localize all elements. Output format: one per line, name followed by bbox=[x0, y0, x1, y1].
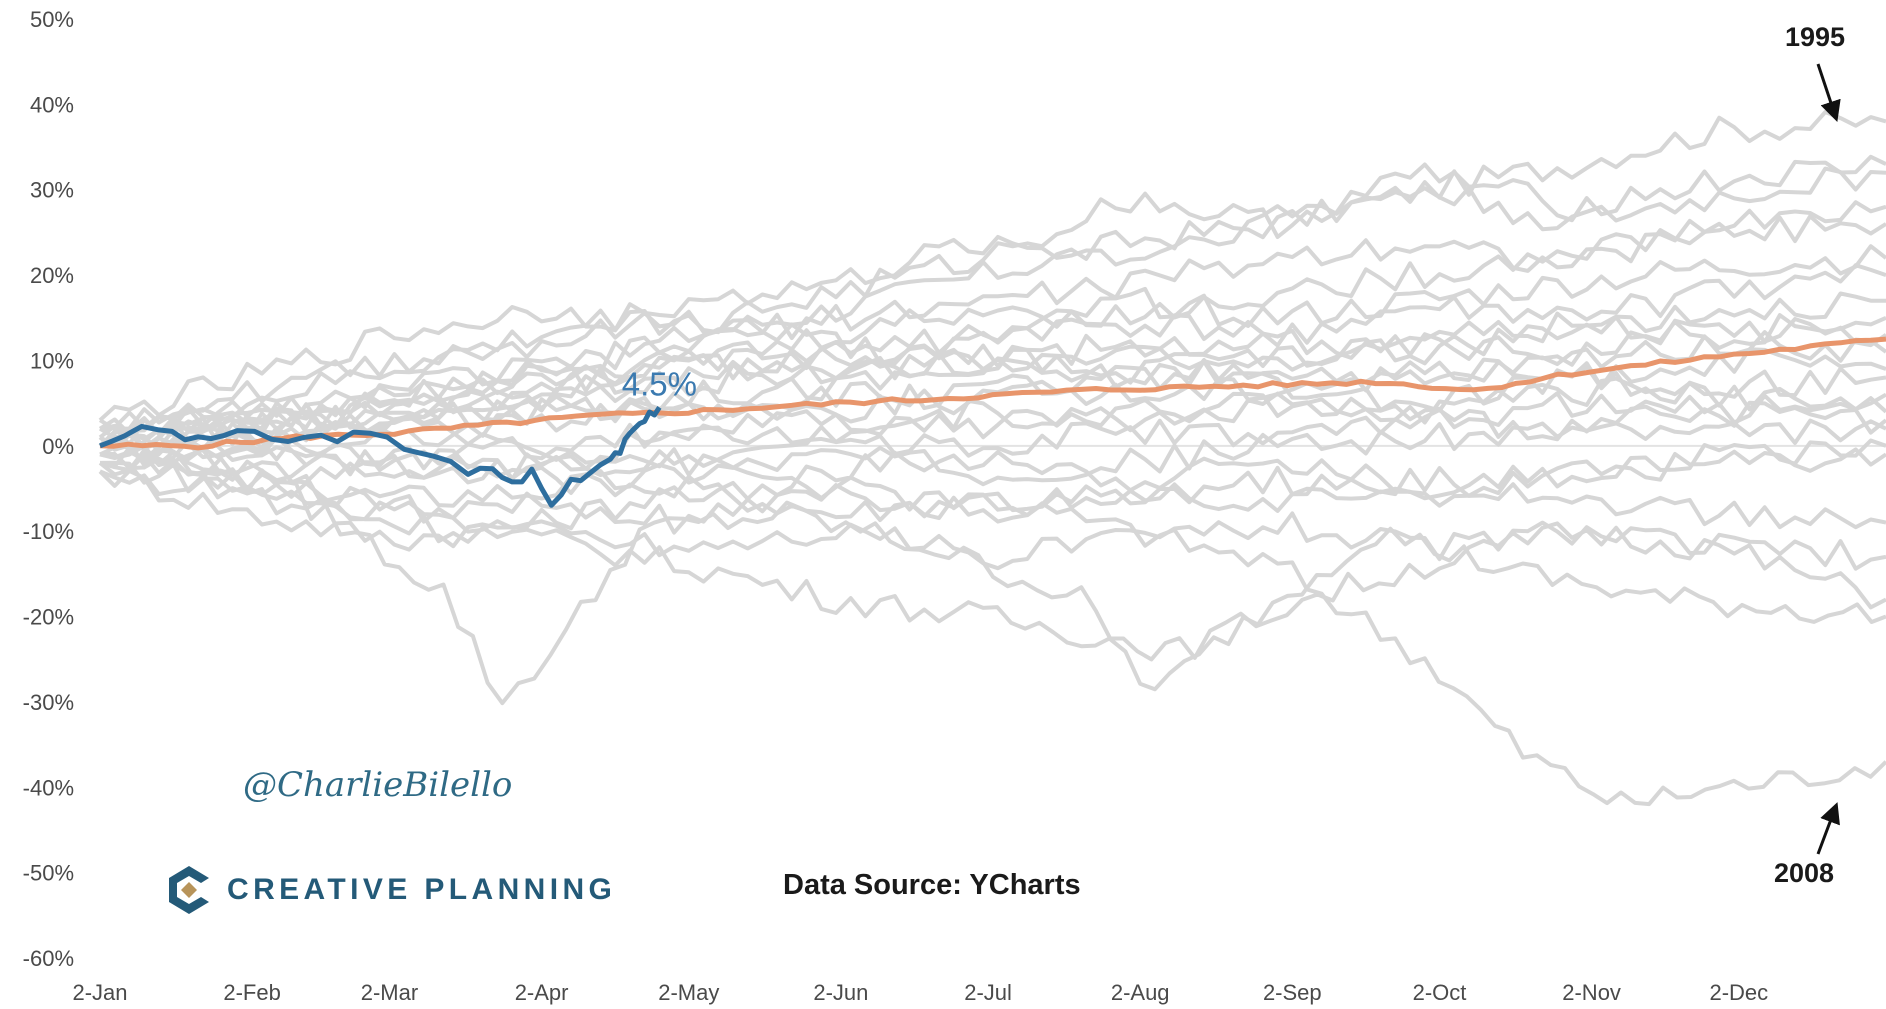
annotation-2008: 2008 bbox=[1774, 858, 1834, 888]
history-line bbox=[98, 263, 1886, 452]
y-tick-label: 40% bbox=[30, 92, 74, 117]
average-line bbox=[99, 336, 1886, 451]
history-line bbox=[98, 330, 1886, 454]
y-tick-label: -30% bbox=[23, 690, 74, 715]
history-line bbox=[99, 391, 1886, 485]
x-tick-label: 2-Oct bbox=[1413, 980, 1467, 1005]
history-line bbox=[99, 200, 1886, 462]
x-tick-label: 2-Mar bbox=[361, 980, 418, 1005]
y-axis-ticks: 50% 40% 30% 20% 10% 0% -10% -20% -30% -40% -50% -60… bbox=[23, 7, 74, 971]
brand-name: CREATIVE PLANNING bbox=[227, 873, 617, 906]
y-tick-label: 30% bbox=[30, 178, 74, 203]
y-tick-label: 50% bbox=[30, 7, 74, 32]
creative-planning-logo-icon bbox=[169, 866, 209, 914]
y-tick-label: 20% bbox=[30, 263, 74, 288]
x-tick-label: 2-May bbox=[658, 980, 719, 1005]
x-tick-label: 2-Dec bbox=[1709, 980, 1768, 1005]
y-tick-label: -50% bbox=[23, 861, 74, 886]
history-line bbox=[98, 418, 1886, 508]
current-value-label: 4.5% bbox=[622, 365, 697, 402]
arrow-2008 bbox=[1816, 802, 1840, 855]
author-handle: @CharlieBilello bbox=[243, 765, 513, 805]
x-tick-label: 2-Aug bbox=[1111, 980, 1170, 1005]
history-line bbox=[98, 154, 1886, 422]
history-line bbox=[99, 466, 1886, 535]
history-line bbox=[98, 309, 1886, 432]
history-lines bbox=[98, 110, 1886, 807]
current-year-line bbox=[99, 406, 662, 508]
y-tick-label: -10% bbox=[23, 519, 74, 544]
y-tick-label: 0% bbox=[42, 434, 74, 459]
y-tick-label: -20% bbox=[23, 605, 74, 630]
history-line-2008 bbox=[98, 468, 1886, 807]
x-tick-label: 2-Jan bbox=[72, 980, 127, 1005]
x-axis-ticks: 2-Jan 2-Feb 2-Mar 2-Apr 2-May 2-Jun 2-Jul 2-Aug… bbox=[72, 980, 1768, 1005]
y-tick-label: -40% bbox=[23, 775, 74, 800]
history-line bbox=[98, 406, 1886, 513]
y-tick-label: -60% bbox=[23, 946, 74, 971]
brand-logo-block: CREATIVE PLANNING bbox=[165, 862, 616, 918]
x-tick-label: 2-Nov bbox=[1562, 980, 1621, 1005]
arrow-1995 bbox=[1816, 63, 1841, 122]
y-tick-label: 10% bbox=[30, 348, 74, 373]
history-line bbox=[99, 435, 1886, 503]
x-tick-label: 2-Feb bbox=[223, 980, 280, 1005]
x-tick-label: 2-Jun bbox=[813, 980, 868, 1005]
history-line bbox=[99, 451, 1886, 571]
x-tick-label: 2-Apr bbox=[515, 980, 569, 1005]
history-line bbox=[99, 166, 1886, 448]
data-source-label: Data Source: YCharts bbox=[783, 869, 1081, 901]
x-tick-label: 2-Sep bbox=[1263, 980, 1322, 1005]
history-line bbox=[99, 214, 1886, 437]
x-tick-label: 2-Jul bbox=[964, 980, 1012, 1005]
history-line bbox=[98, 426, 1886, 706]
annotation-1995: 1995 bbox=[1785, 22, 1845, 52]
